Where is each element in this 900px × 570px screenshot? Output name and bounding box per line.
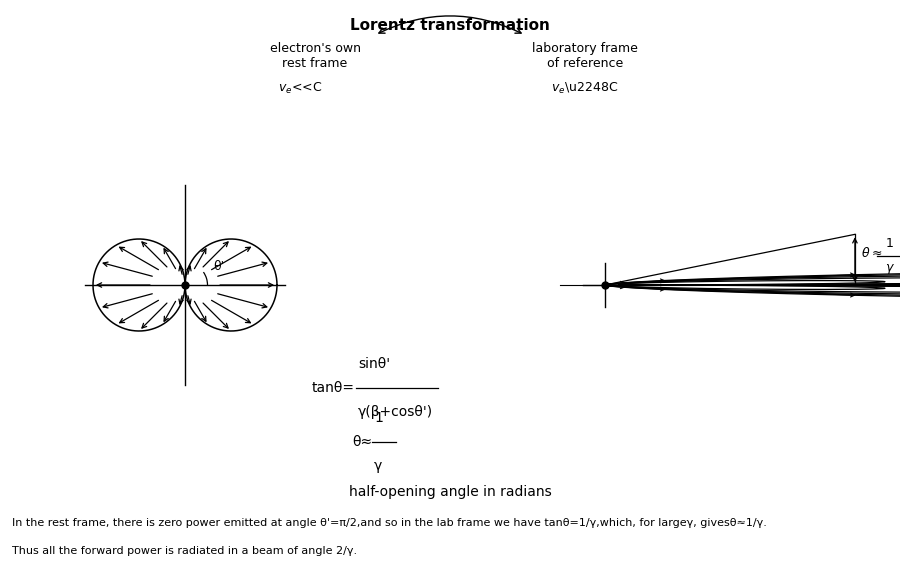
Text: 1: 1 <box>374 411 382 425</box>
Text: electron's own
rest frame: electron's own rest frame <box>269 42 361 70</box>
Text: tanθ=: tanθ= <box>312 381 355 395</box>
Text: γ: γ <box>374 459 382 473</box>
Text: $v_e$\u2248C: $v_e$\u2248C <box>552 80 618 96</box>
Text: laboratory frame
of reference: laboratory frame of reference <box>532 42 638 70</box>
Text: θ': θ' <box>213 260 224 273</box>
Text: In the rest frame, there is zero power emitted at angle θ'=π/2,and so in the lab: In the rest frame, there is zero power e… <box>12 518 767 528</box>
Text: $\gamma$: $\gamma$ <box>885 262 895 276</box>
Text: Lorentz transformation: Lorentz transformation <box>350 18 550 33</box>
Text: half-opening angle in radians: half-opening angle in radians <box>348 485 552 499</box>
Text: γ(β+cosθ'): γ(β+cosθ') <box>358 405 433 419</box>
Text: sinθ': sinθ' <box>358 357 390 371</box>
Text: $\theta\approx$: $\theta\approx$ <box>861 246 882 260</box>
Text: $v_e$<<C: $v_e$<<C <box>278 80 322 96</box>
Text: 1: 1 <box>886 237 894 250</box>
Text: θ≈: θ≈ <box>352 435 372 449</box>
Text: Thus all the forward power is radiated in a beam of angle 2/γ.: Thus all the forward power is radiated i… <box>12 546 357 556</box>
